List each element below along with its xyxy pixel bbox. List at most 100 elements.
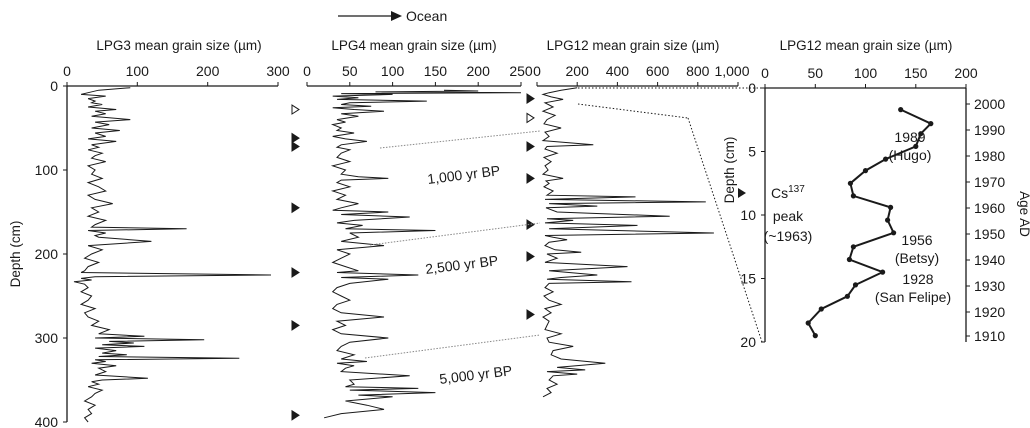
correlation-line-5000 bbox=[364, 334, 541, 359]
lpg12-zoom-xtick-label: 150 bbox=[904, 65, 928, 81]
zoom-data-point bbox=[852, 282, 859, 288]
cs137-peak-marker bbox=[738, 188, 746, 198]
age-tick-label: 1980 bbox=[974, 148, 1005, 164]
lpg12-zoom-xtick-label: 200 bbox=[954, 65, 978, 81]
lpg4-series-line bbox=[323, 89, 522, 419]
zoom-data-point bbox=[891, 230, 897, 236]
zoom-data-point bbox=[847, 180, 854, 186]
zoom-data-point bbox=[812, 333, 818, 339]
zoom-line-bottom bbox=[577, 103, 689, 119]
lpg4-xtick-label: 200 bbox=[467, 63, 491, 79]
depth-marker-filled bbox=[291, 409, 300, 421]
cs137-date-label: (~1963) bbox=[764, 228, 813, 244]
lpg12-zoom-ytick-label: 0 bbox=[748, 80, 756, 96]
ocean-arrow-head bbox=[391, 11, 402, 21]
correlation-lines bbox=[364, 87, 763, 359]
zoom-data-point bbox=[885, 217, 891, 223]
age-tick-label: 1930 bbox=[974, 278, 1005, 294]
depth-marker-filled bbox=[526, 172, 535, 184]
lpg12-zoom-y-axis-label: Depth (cm) bbox=[722, 137, 737, 204]
lpg3-ytick-label: 300 bbox=[35, 330, 59, 346]
depth-marker-filled bbox=[526, 251, 535, 262]
lpg3-xtick-label: 100 bbox=[126, 63, 150, 79]
depth-marker-filled bbox=[526, 93, 535, 105]
depth-marker-open bbox=[526, 112, 535, 124]
zoom-data-point bbox=[818, 306, 824, 312]
panel-lpg12-zoom: LPG12 mean grain size (µm) 0 50 100 150 … bbox=[722, 38, 1030, 350]
age-tick-label: 1950 bbox=[974, 226, 1005, 242]
lpg3-ytick-label: 100 bbox=[35, 162, 59, 178]
label-1000-yr-bp: 1,000 yr BP bbox=[426, 162, 501, 187]
age-tick-label: 1940 bbox=[974, 252, 1005, 268]
lpg4-xtick-label: 250 bbox=[509, 63, 533, 79]
lpg3-series-line bbox=[73, 87, 272, 423]
zoom-data-point bbox=[850, 193, 857, 199]
depth-marker-filled bbox=[291, 319, 300, 331]
age-tick-label: 2000 bbox=[974, 96, 1005, 112]
lpg12-zoom-ytick-label: 15 bbox=[740, 271, 756, 287]
annotation-san-felipe: (San Felipe) bbox=[875, 289, 951, 305]
zoom-data-point bbox=[880, 269, 886, 275]
lpg12-xtick-label: 1,000 bbox=[714, 63, 749, 79]
annotation-betsy: (Betsy) bbox=[895, 250, 939, 266]
lpg12-zoom-ytick-label: 20 bbox=[740, 334, 756, 350]
lpg12-xtick-label: 600 bbox=[646, 63, 670, 79]
age-tick-label: 1910 bbox=[974, 328, 1005, 344]
lpg3-y-axis-label: Depth (cm) bbox=[8, 221, 23, 288]
zoom-data-point bbox=[862, 168, 869, 174]
depth-marker-filled bbox=[291, 141, 300, 152]
lpg4-xtick-label: 0 bbox=[303, 63, 311, 79]
lpg4-xtick-label: 100 bbox=[381, 63, 405, 79]
lpg4-xtick-label: 50 bbox=[342, 63, 358, 79]
lpg3-xtick-label: 0 bbox=[63, 63, 71, 79]
lpg12-markers bbox=[526, 93, 535, 320]
lpg12-zoom-xtick-label: 50 bbox=[808, 65, 824, 81]
depth-marker-filled bbox=[526, 309, 535, 320]
ocean-label: Ocean bbox=[406, 8, 447, 24]
zoom-data-point bbox=[883, 156, 889, 162]
zoom-data-point bbox=[898, 107, 904, 113]
lpg3-title: LPG3 mean grain size (µm) bbox=[96, 38, 261, 53]
lpg3-xtick-marks bbox=[66, 82, 279, 86]
lpg3-xtick-label: 200 bbox=[196, 63, 220, 79]
depth-marker-filled bbox=[291, 132, 300, 144]
zoom-data-point bbox=[846, 256, 853, 263]
cs137-peak-label: peak bbox=[773, 208, 804, 224]
zoom-data-point bbox=[913, 143, 919, 149]
age-tick-label: 1920 bbox=[974, 304, 1005, 320]
annotation-1928: 1928 bbox=[902, 271, 933, 287]
panel-lpg12: LPG12 mean grain size (µm) 0 200 400 600… bbox=[526, 38, 750, 398]
depth-marker-filled bbox=[526, 219, 535, 231]
lpg4-title: LPG4 mean grain size (µm) bbox=[331, 38, 496, 53]
lpg12-series-line bbox=[541, 87, 714, 398]
label-2500-yr-bp: 2,500 yr BP bbox=[424, 252, 499, 277]
lpg12-zoom-y2-ticks bbox=[966, 103, 970, 337]
zoom-line-bottom-2 bbox=[687, 117, 763, 343]
cs137-label: Cs137 bbox=[771, 184, 805, 201]
lpg12-zoom-ytick-label: 10 bbox=[740, 207, 756, 223]
zoom-data-point bbox=[844, 293, 851, 299]
lpg12-zoom-xtick-label: 100 bbox=[854, 65, 878, 81]
lpg3-xtick-label: 300 bbox=[266, 63, 290, 79]
zoom-data-point bbox=[805, 320, 811, 326]
depth-marker-filled bbox=[526, 141, 535, 152]
lpg4-xtick-label: 150 bbox=[424, 63, 448, 79]
panel-lpg4: LPG4 mean grain size (µm) 0 50 100 150 2… bbox=[291, 38, 533, 421]
annotation-1989: 1989 bbox=[894, 129, 925, 145]
zoom-data-point bbox=[850, 244, 857, 250]
age-tick-label: 1960 bbox=[974, 200, 1005, 216]
lpg12-xtick-label: 0 bbox=[533, 63, 541, 79]
age-tick-label: 1990 bbox=[974, 122, 1005, 138]
lpg12-xtick-label: 200 bbox=[566, 63, 590, 79]
zoom-data-point bbox=[888, 204, 894, 210]
depth-marker-open bbox=[291, 104, 300, 115]
lpg4-markers bbox=[291, 104, 300, 421]
panel-lpg3: LPG3 mean grain size (µm) 0 100 200 300 … bbox=[8, 38, 290, 428]
age-tick-label: 1970 bbox=[974, 174, 1005, 190]
correlation-line-2500 bbox=[369, 222, 541, 246]
age-axis-label: Age AD bbox=[1017, 191, 1030, 237]
zoom-data-point bbox=[928, 121, 934, 127]
annotation-1956: 1956 bbox=[901, 232, 932, 248]
depth-marker-filled bbox=[291, 202, 300, 214]
